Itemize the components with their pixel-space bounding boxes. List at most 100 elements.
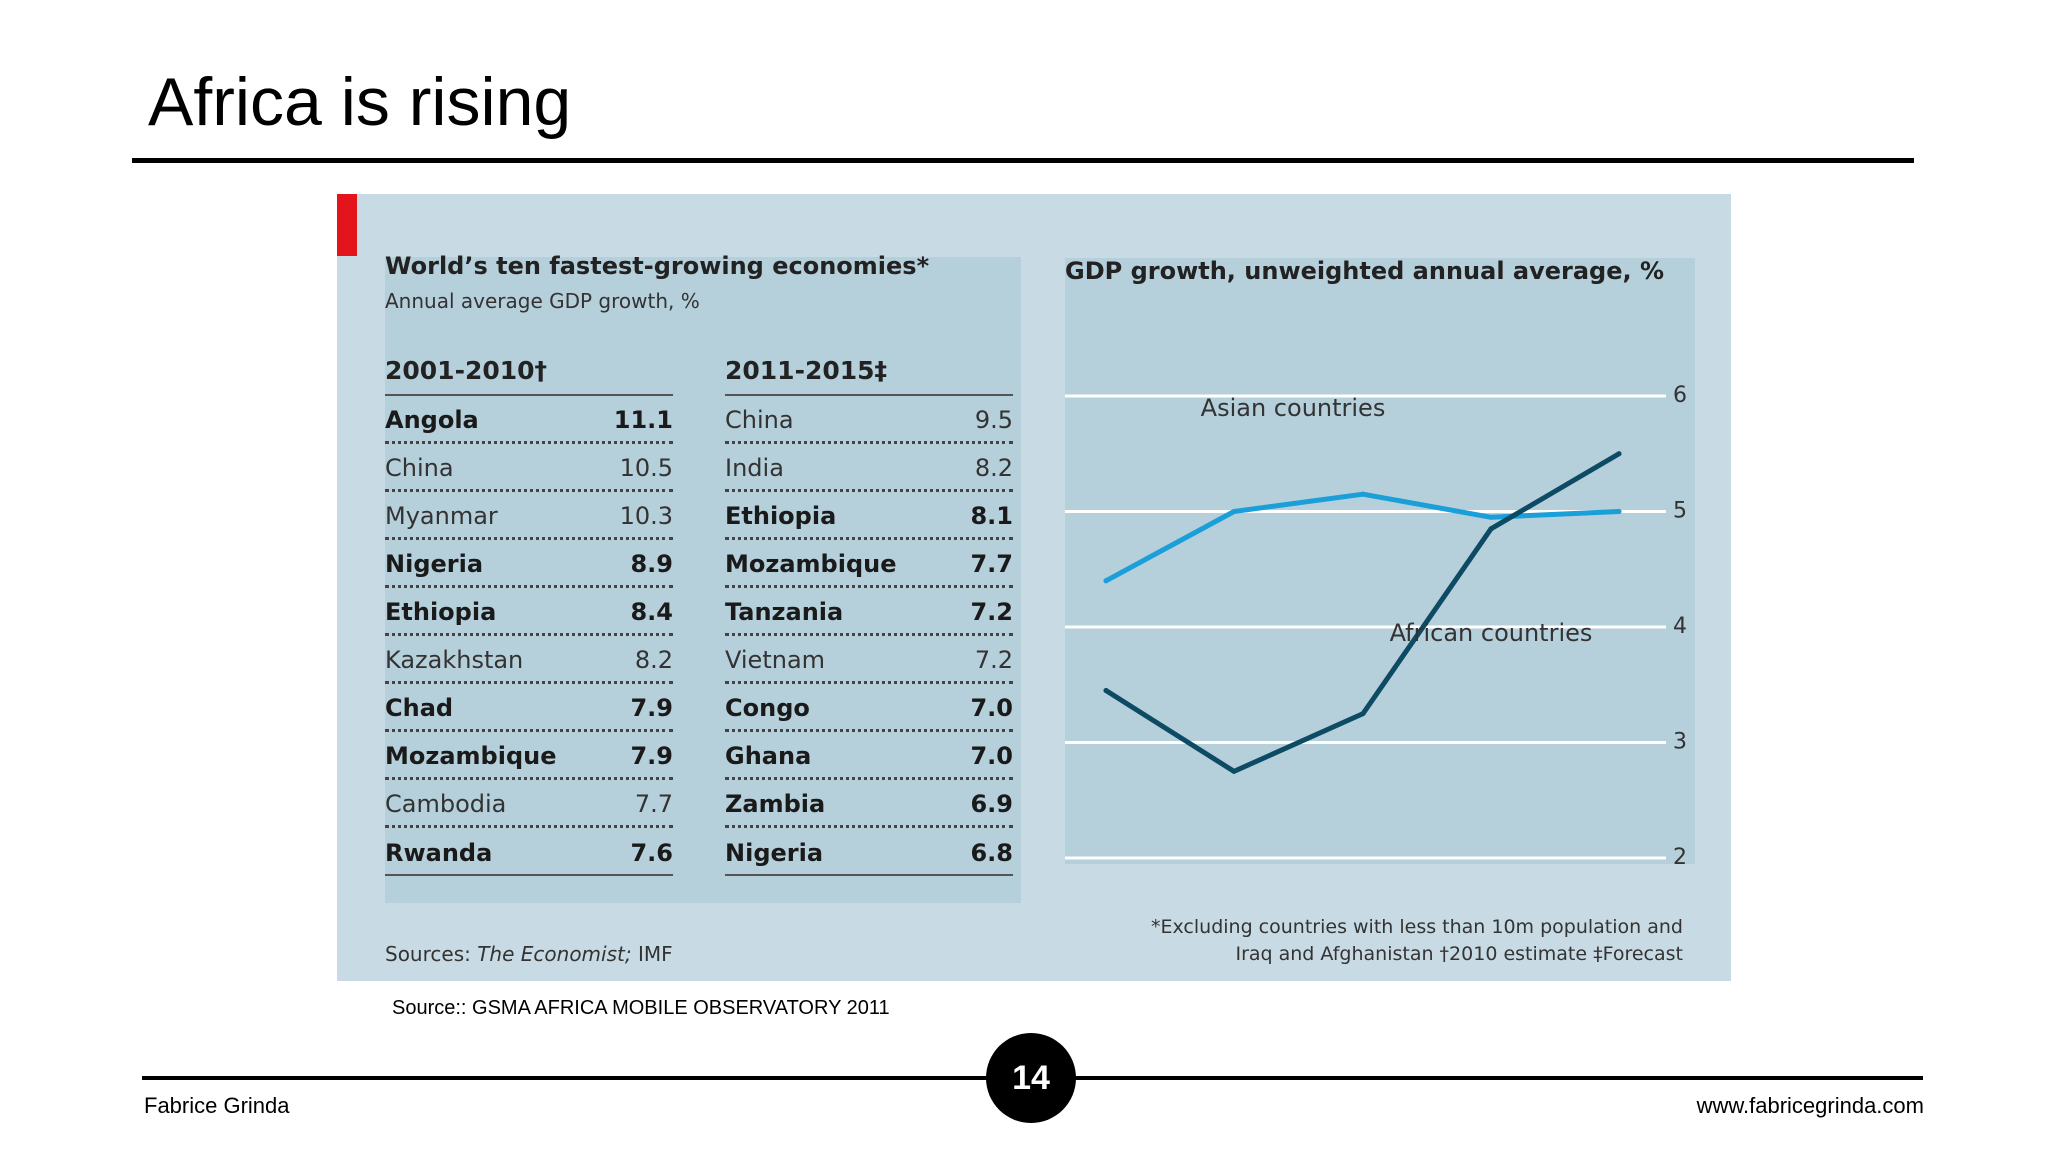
table-row: Nigeria 6.8: [725, 828, 1013, 876]
country-name: Tanzania: [725, 598, 844, 626]
data-point-african: [1103, 688, 1109, 694]
table-column-2011-2015: 2011-2015‡ China 9.5 India 8.2 Ethiopia 8.1 Mo…: [725, 352, 1013, 876]
growth-value: 7.7: [634, 790, 673, 818]
table-title: World’s ten fastest-growing economies*: [385, 252, 930, 280]
growth-value: 11.1: [613, 406, 673, 434]
y-tick-label: 2: [1673, 845, 1687, 864]
country-name: Myanmar: [385, 502, 498, 530]
table-row: India 8.2: [725, 444, 1013, 492]
data-point-asian: [1231, 509, 1237, 514]
growth-value: 7.0: [970, 694, 1013, 722]
sources-italic: The Economist;: [477, 942, 632, 966]
growth-value: 9.5: [974, 406, 1013, 434]
table-row: Ghana 7.0: [725, 732, 1013, 780]
growth-value: 10.5: [619, 454, 673, 482]
table-row: Zambia 6.9: [725, 780, 1013, 828]
table-row: Nigeria 8.9: [385, 540, 673, 588]
column-header: 2011-2015‡: [725, 352, 1013, 396]
growth-value: 7.2: [974, 646, 1013, 674]
country-name: China: [725, 406, 794, 434]
growth-value: 8.9: [630, 550, 673, 578]
series-label-african: African countries: [1390, 619, 1593, 647]
table-row: Congo 7.0: [725, 684, 1013, 732]
table-row: Ethiopia 8.4: [385, 588, 673, 636]
data-point-asian: [1616, 509, 1622, 514]
title-divider: [132, 158, 1914, 163]
growth-value: 7.9: [630, 742, 673, 770]
country-name: Vietnam: [725, 646, 826, 674]
footnote-line-1: *Excluding countries with less than 10m …: [1151, 916, 1683, 938]
figure-footnote: *Excluding countries with less than 10m …: [1151, 914, 1683, 968]
table-row: Angola 11.1: [385, 396, 673, 444]
table-row: Mozambique 7.7: [725, 540, 1013, 588]
growth-value: 6.8: [970, 838, 1013, 867]
table-row: Mozambique 7.9: [385, 732, 673, 780]
sources-suffix: IMF: [631, 942, 673, 966]
growth-value: 6.9: [970, 790, 1013, 818]
country-name: Zambia: [725, 790, 826, 818]
red-tab-accent: [337, 194, 357, 256]
table-row: Tanzania 7.2: [725, 588, 1013, 636]
table-row: Kazakhstan 8.2: [385, 636, 673, 684]
table-row: Cambodia 7.7: [385, 780, 673, 828]
y-tick-label: 4: [1673, 614, 1687, 639]
growth-value: 8.1: [970, 502, 1013, 530]
table-row: Vietnam 7.2: [725, 636, 1013, 684]
country-name: Ghana: [725, 742, 812, 770]
data-point-african: [1616, 451, 1622, 457]
country-name: Nigeria: [725, 838, 824, 867]
data-point-african: [1360, 711, 1366, 717]
growth-value: 8.2: [974, 454, 1013, 482]
footnote-line-2: Iraq and Afghanistan †2010 estimate ‡For…: [1235, 943, 1683, 965]
country-name: Kazakhstan: [385, 646, 524, 674]
chart-plot-background: [1065, 258, 1695, 864]
country-name: Ethiopia: [385, 598, 497, 626]
footer-author: Fabrice Grinda: [144, 1093, 290, 1118]
figure-sources: Sources: The Economist; IMF: [385, 942, 673, 966]
growth-value: 7.9: [630, 694, 673, 722]
sources-prefix: Sources:: [385, 942, 478, 966]
table-row: Ethiopia 8.1: [725, 492, 1013, 540]
table-row: Myanmar 10.3: [385, 492, 673, 540]
chart-title: GDP growth, unweighted annual average, %: [1065, 257, 1664, 285]
growth-value: 7.0: [970, 742, 1013, 770]
table-column-2001-2010: 2001-2010† Angola 11.1 China 10.5 Myanmar 10.…: [385, 352, 673, 876]
growth-value: 7.6: [630, 838, 673, 867]
country-name: Ethiopia: [725, 502, 837, 530]
country-name: Angola: [385, 406, 479, 434]
growth-value: 7.7: [970, 550, 1013, 578]
country-name: Congo: [725, 694, 810, 722]
table-row: Chad 7.9: [385, 684, 673, 732]
data-point-asian: [1360, 491, 1366, 497]
country-name: Rwanda: [385, 838, 493, 867]
table-row: China 9.5: [725, 396, 1013, 444]
column-header: 2001-2010†: [385, 352, 673, 396]
country-name: Mozambique: [385, 742, 557, 770]
growth-value: 7.2: [970, 598, 1013, 626]
data-point-asian: [1488, 514, 1494, 520]
data-point-african: [1488, 526, 1494, 532]
growth-value: 8.2: [634, 646, 673, 674]
country-name: Chad: [385, 694, 454, 722]
table-panel-background: [385, 257, 1021, 903]
economist-figure: World’s ten fastest-growing economies* A…: [337, 194, 1731, 981]
y-tick-label: 3: [1673, 730, 1687, 755]
table-row: China 10.5: [385, 444, 673, 492]
table-row: Rwanda 7.6: [385, 828, 673, 876]
growth-value: 8.4: [630, 598, 673, 626]
country-name: India: [725, 454, 784, 482]
page-number-badge: 14: [986, 1033, 1076, 1123]
country-name: Cambodia: [385, 790, 507, 818]
gdp-line-chart: GDP growth, unweighted annual average, %…: [1065, 257, 1695, 864]
footer-website: www.fabricegrinda.com: [1696, 1093, 1924, 1118]
source-note: Source:: GSMA AFRICA MOBILE OBSERVATORY …: [392, 997, 890, 1019]
growth-value: 10.3: [619, 502, 673, 530]
series-label-asian: Asian countries: [1201, 394, 1386, 422]
y-tick-label: 6: [1673, 383, 1687, 408]
data-point-african: [1231, 768, 1237, 774]
country-name: Mozambique: [725, 550, 897, 578]
country-name: Nigeria: [385, 550, 484, 578]
country-name: China: [385, 454, 454, 482]
table-subtitle: Annual average GDP growth, %: [385, 289, 700, 313]
y-tick-label: 5: [1673, 499, 1687, 524]
